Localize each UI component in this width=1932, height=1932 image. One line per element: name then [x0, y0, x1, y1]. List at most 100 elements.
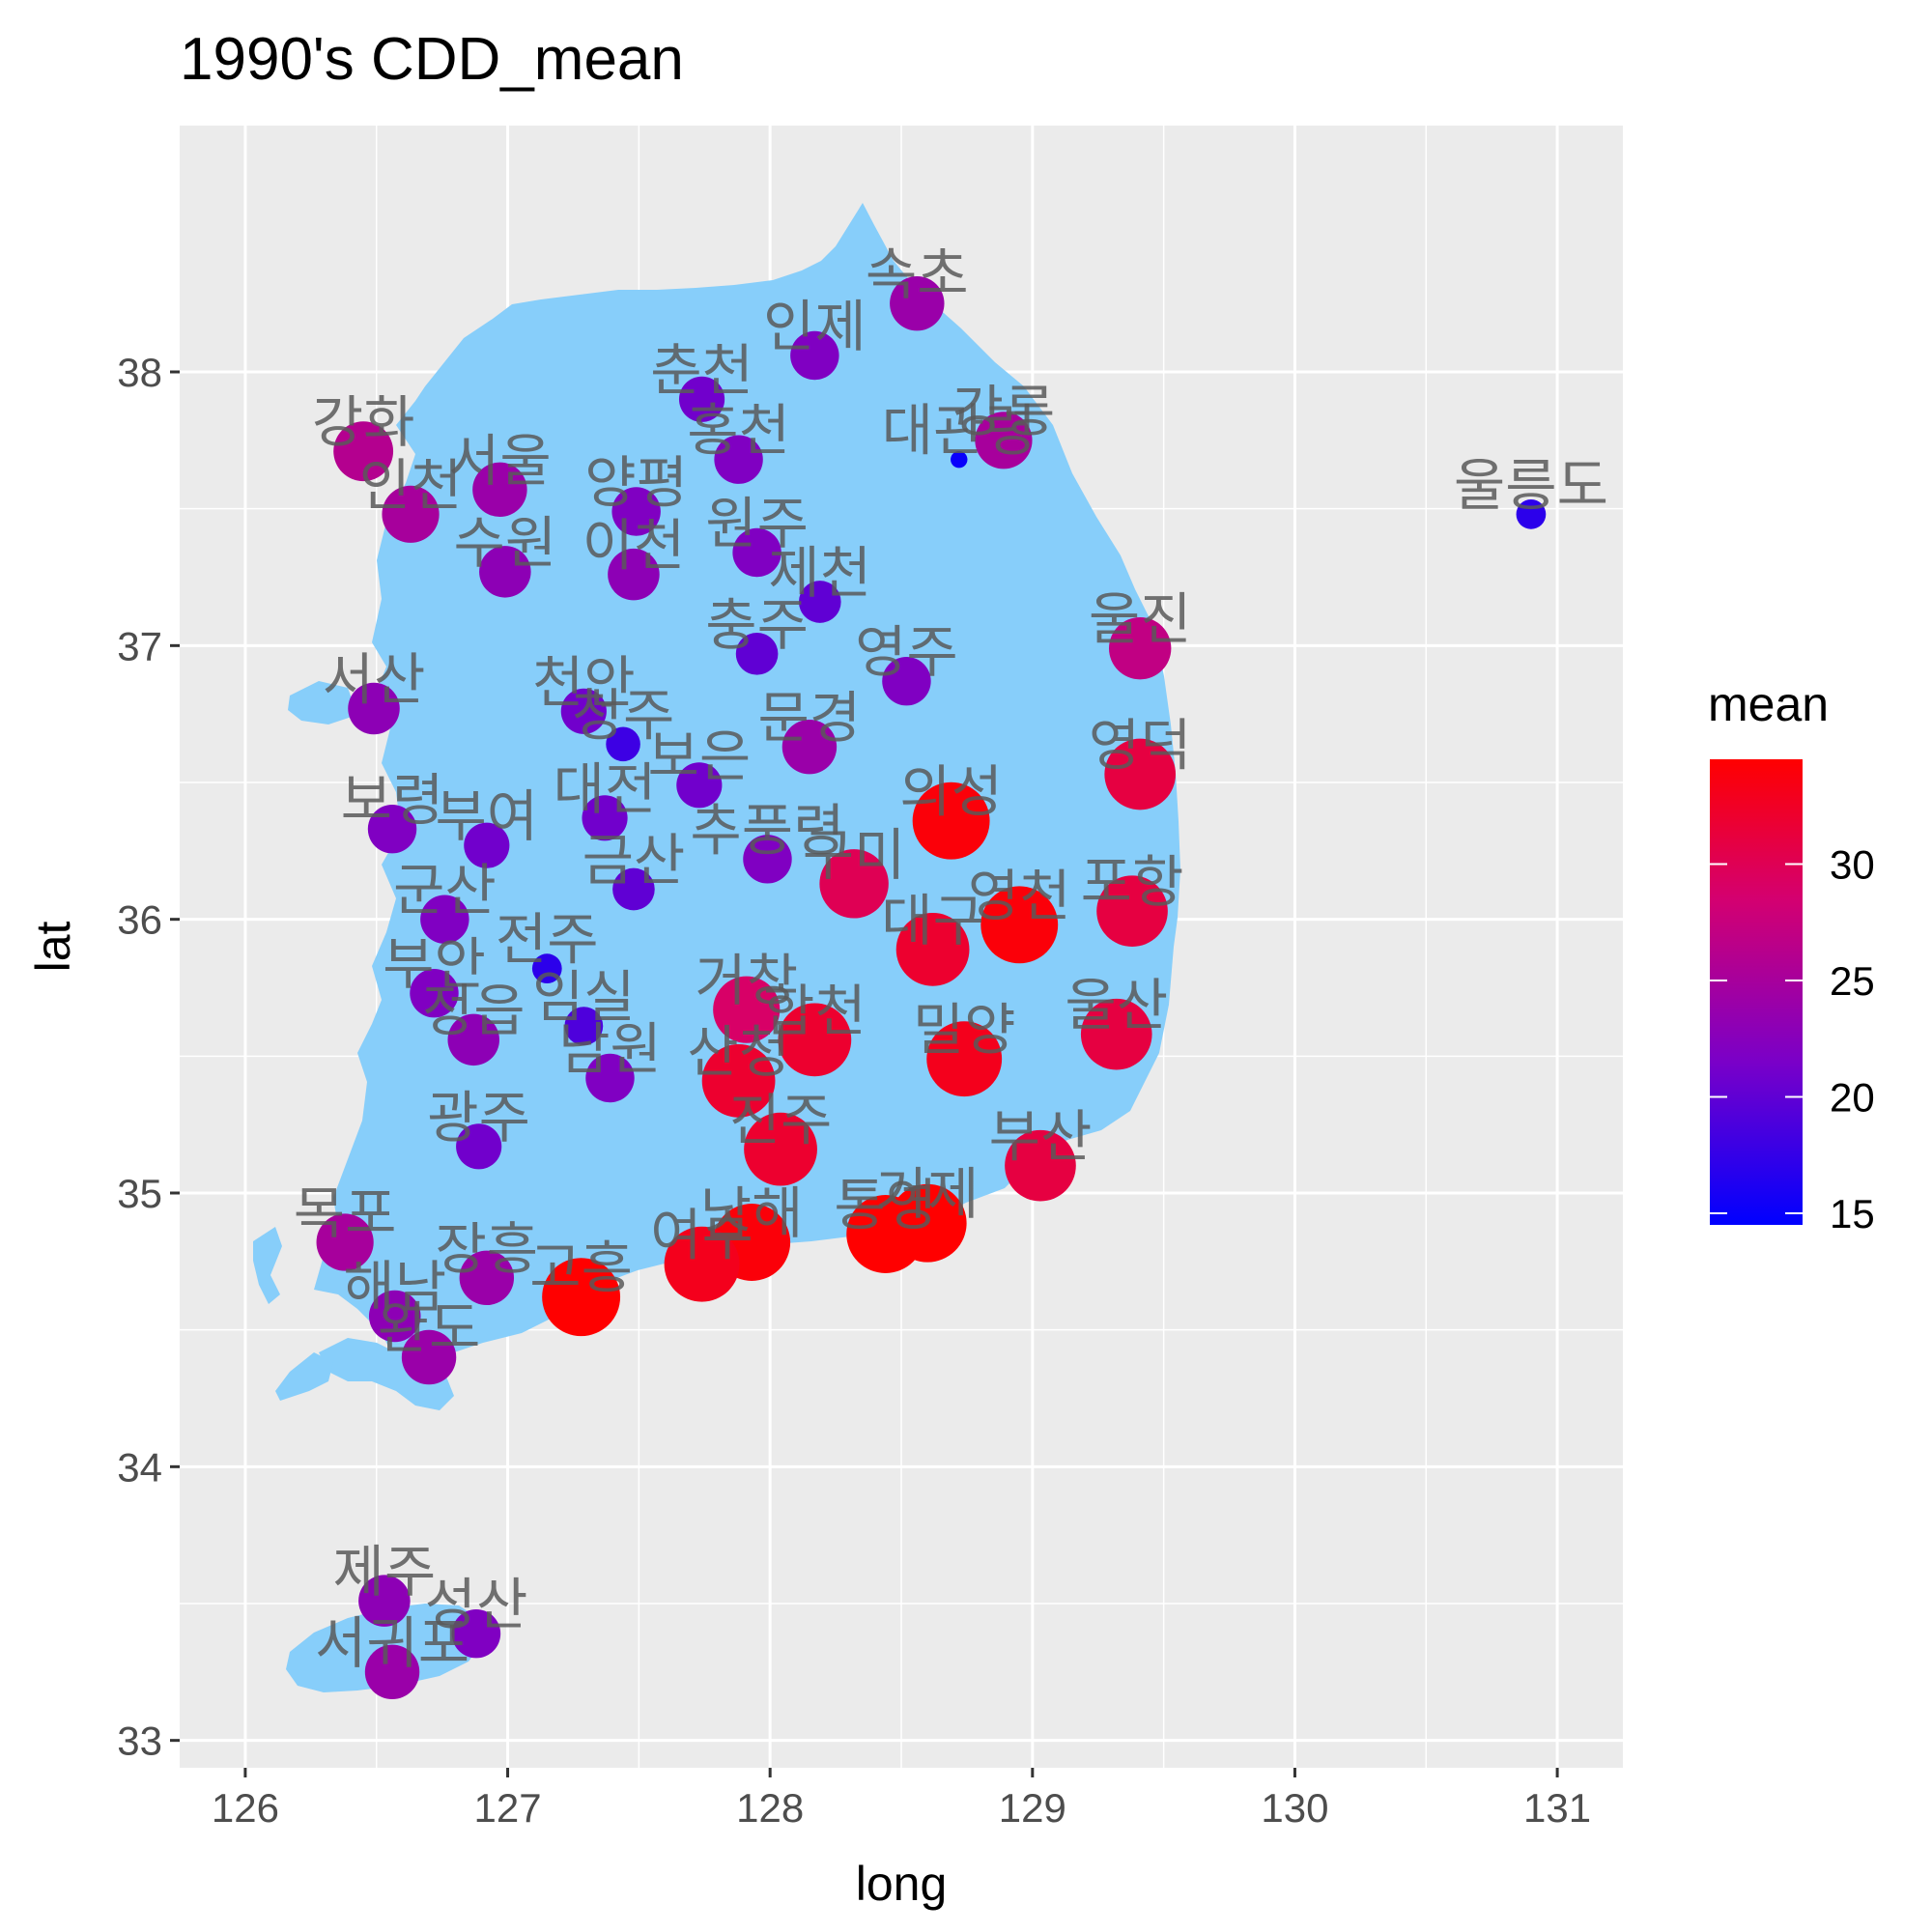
station-point	[464, 822, 510, 868]
station-label: 서귀포	[315, 1610, 469, 1676]
station-label: 강릉	[952, 379, 1056, 444]
station-label: 장흥	[435, 1216, 538, 1282]
station-label: 서산	[323, 647, 426, 713]
station-point	[980, 886, 1059, 964]
station-label: 인천	[359, 452, 463, 518]
station-label: 통영	[834, 1173, 937, 1238]
station-label: 군산	[393, 858, 497, 923]
station-point	[701, 1043, 776, 1118]
station-point	[1104, 738, 1177, 810]
points-layer	[316, 275, 1547, 1700]
station-point	[564, 1007, 604, 1046]
station-point	[975, 412, 1033, 469]
station-point	[611, 487, 661, 536]
station-point	[1109, 616, 1172, 680]
station-label: 보령	[341, 767, 444, 833]
station-point	[790, 330, 839, 381]
station-point	[368, 1290, 421, 1343]
station-point	[1005, 1129, 1076, 1202]
station-point	[560, 688, 607, 734]
station-point	[895, 912, 970, 986]
station-label: 인제	[763, 294, 867, 359]
station-point	[744, 1112, 817, 1186]
station-label: 산청	[687, 1019, 790, 1085]
station-label: 대전	[554, 756, 657, 822]
station-label: 남해	[700, 1180, 804, 1246]
station-label: 완도	[378, 1295, 481, 1361]
legend-ticks: 15 20 25 30	[1710, 841, 1875, 1236]
station-label: 임실	[532, 964, 636, 1030]
station-label: 부산	[989, 1104, 1093, 1170]
station-point	[888, 1183, 967, 1263]
x-tick-label: 126	[212, 1785, 279, 1831]
x-tick-label: 130	[1261, 1785, 1328, 1831]
station-label: 남원	[558, 1016, 662, 1082]
station-label: 원주	[705, 491, 809, 556]
legend-colorbar	[1710, 759, 1803, 1225]
station-label: 양평	[584, 450, 688, 516]
station-label: 거창	[695, 948, 798, 1013]
station-label: 여수	[650, 1203, 753, 1268]
station-point	[743, 835, 792, 884]
station-label: 추풍령	[690, 797, 844, 863]
station-label: 해남	[343, 1255, 446, 1321]
station-label: 울산	[1065, 973, 1168, 1038]
korea-west-islet	[288, 681, 357, 724]
y-tick-label: 38	[117, 350, 162, 395]
station-label: 강화	[312, 389, 415, 455]
station-label: 보은	[647, 724, 751, 789]
station-label: 포항	[1081, 849, 1184, 915]
station-label: 성산	[425, 1572, 528, 1637]
station-point	[367, 804, 417, 854]
y-tick-label: 37	[117, 623, 162, 668]
station-label: 제천	[768, 540, 871, 606]
station-point	[451, 1608, 501, 1659]
station-point	[678, 376, 725, 422]
station-label: 목포	[294, 1180, 397, 1246]
y-axis-title: lat	[26, 921, 80, 972]
station-point	[479, 546, 531, 598]
x-tick-label: 128	[736, 1785, 804, 1831]
station-point	[316, 1213, 374, 1271]
station-point	[1096, 875, 1168, 947]
legend-label: 20	[1830, 1074, 1875, 1120]
station-point	[364, 1644, 420, 1700]
x-tick-label: 131	[1523, 1785, 1591, 1831]
station-point	[732, 527, 781, 578]
station-point	[781, 719, 838, 775]
station-point	[664, 1226, 740, 1302]
station-label: 거제	[876, 1161, 980, 1227]
station-point	[606, 726, 640, 762]
station-label: 제주	[333, 1539, 437, 1605]
korea-southwest-islands	[319, 1338, 454, 1410]
station-label: 영천	[968, 863, 1071, 928]
station-label: 울진	[1089, 586, 1192, 652]
station-point	[1516, 498, 1547, 529]
station-label: 서울	[448, 428, 552, 494]
station-point	[348, 682, 400, 735]
station-point	[333, 421, 394, 482]
y-axis: 33 34 35 36 37 38	[117, 350, 180, 1764]
station-point	[410, 968, 459, 1018]
legend-label: 15	[1830, 1191, 1875, 1236]
station-label: 부안	[383, 931, 486, 997]
station-point	[912, 781, 990, 860]
station-point	[447, 1013, 499, 1066]
x-tick-label: 127	[474, 1785, 542, 1831]
station-point	[926, 1021, 1003, 1097]
station-point	[472, 462, 527, 518]
station-label: 대관령	[882, 398, 1037, 464]
legend: mean 15 20 25 30	[1708, 677, 1875, 1236]
station-label: 천안	[532, 649, 636, 715]
legend-title: mean	[1708, 677, 1829, 731]
station-label: 충주	[705, 592, 809, 658]
station-point	[542, 1258, 621, 1337]
station-point	[1080, 998, 1152, 1070]
station-point	[401, 1329, 457, 1385]
station-label: 부여	[435, 783, 538, 849]
station-label: 문경	[758, 685, 862, 751]
station-label: 정읍	[422, 978, 526, 1043]
station-point	[890, 275, 945, 331]
